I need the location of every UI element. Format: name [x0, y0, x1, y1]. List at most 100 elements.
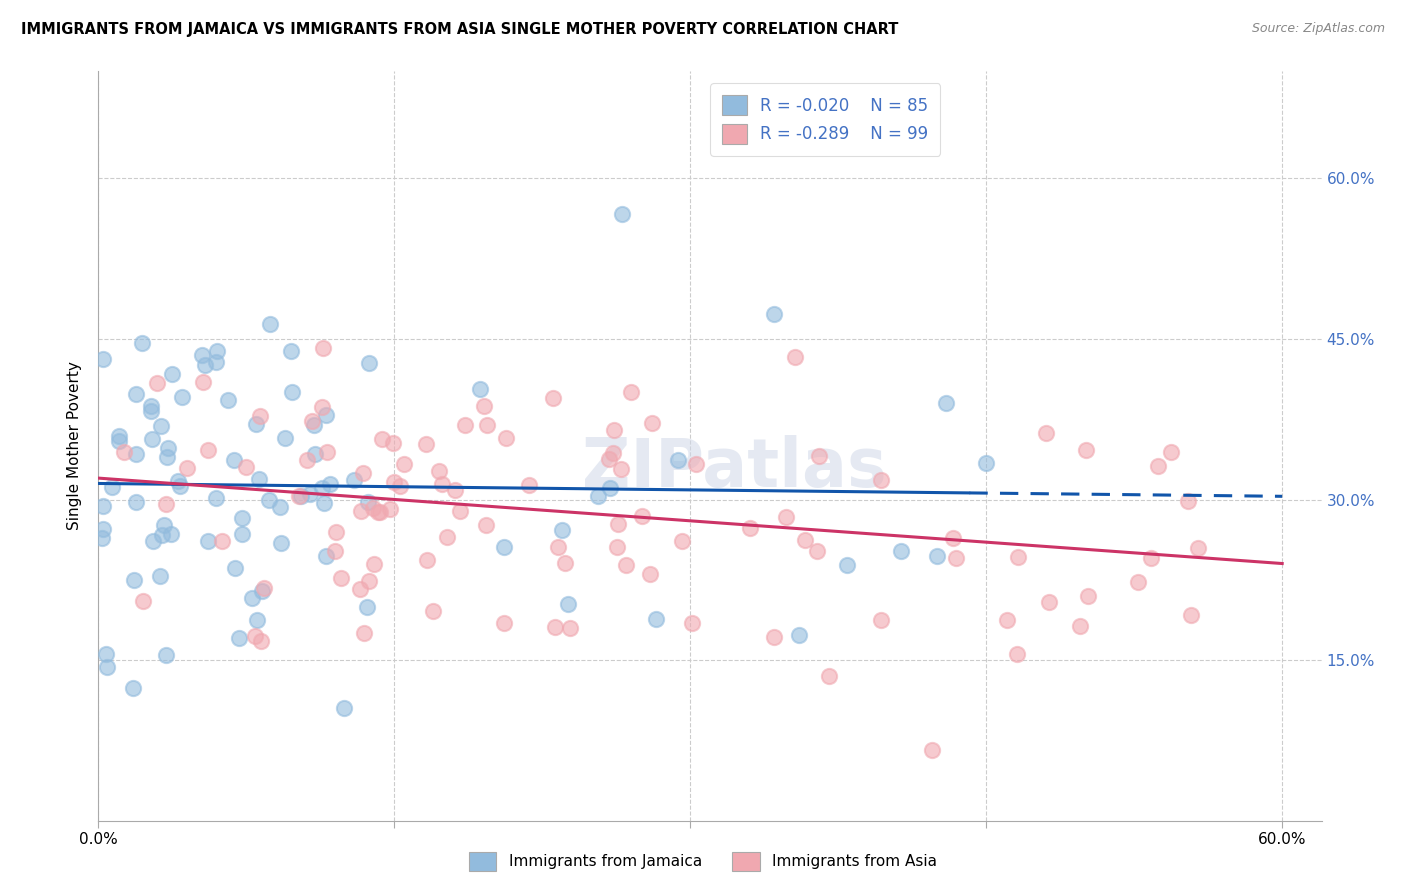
Point — [389, 479, 412, 493]
Point — [640, 416, 662, 430]
Point — [190, 348, 212, 362]
Point — [1180, 608, 1202, 623]
Point — [495, 431, 517, 445]
Point — [443, 483, 465, 497]
Point — [606, 541, 628, 555]
Point — [270, 536, 292, 550]
Point — [91, 522, 114, 536]
Point — [343, 474, 366, 488]
Point — [197, 534, 219, 549]
Point — [475, 518, 498, 533]
Point — [302, 418, 325, 433]
Point — [541, 391, 564, 405]
Point — [288, 489, 311, 503]
Point — [269, 500, 291, 514]
Point — [149, 568, 172, 582]
Point — [1005, 647, 1028, 661]
Point — [314, 496, 336, 510]
Point — [169, 478, 191, 492]
Point — [356, 599, 378, 614]
Point — [494, 540, 516, 554]
Text: IMMIGRANTS FROM JAMAICA VS IMMIGRANTS FROM ASIA SINGLE MOTHER POVERTY CORRELATIO: IMMIGRANTS FROM JAMAICA VS IMMIGRANTS FR… — [21, 22, 898, 37]
Point — [357, 574, 380, 589]
Point — [890, 544, 912, 558]
Point — [762, 631, 785, 645]
Point — [807, 449, 830, 463]
Legend: Immigrants from Jamaica, Immigrants from Asia: Immigrants from Jamaica, Immigrants from… — [460, 843, 946, 880]
Point — [620, 385, 643, 400]
Point — [835, 558, 858, 572]
Point — [870, 473, 893, 487]
Point — [142, 533, 165, 548]
Point — [150, 528, 173, 542]
Point — [430, 477, 453, 491]
Point — [311, 400, 333, 414]
Point — [325, 524, 347, 539]
Point — [517, 478, 540, 492]
Point — [1177, 493, 1199, 508]
Point — [1160, 445, 1182, 459]
Point — [141, 399, 163, 413]
Point — [205, 343, 228, 358]
Point — [817, 668, 839, 682]
Point — [298, 487, 321, 501]
Point — [394, 457, 416, 471]
Point — [250, 584, 273, 599]
Point — [253, 581, 276, 595]
Point — [312, 341, 335, 355]
Point — [558, 621, 581, 635]
Point — [544, 620, 567, 634]
Point — [763, 307, 786, 321]
Point — [945, 551, 967, 566]
Point — [240, 591, 263, 606]
Point — [921, 743, 943, 757]
Point — [259, 317, 281, 331]
Point — [333, 701, 356, 715]
Point — [311, 481, 333, 495]
Point — [357, 356, 380, 370]
Point — [249, 409, 271, 423]
Point — [349, 582, 371, 596]
Point — [806, 544, 828, 558]
Point — [1076, 443, 1098, 458]
Point — [246, 613, 269, 627]
Point — [666, 453, 689, 467]
Point — [997, 614, 1019, 628]
Point — [245, 417, 267, 431]
Point — [297, 453, 319, 467]
Point — [315, 408, 337, 422]
Text: Source: ZipAtlas.com: Source: ZipAtlas.com — [1251, 22, 1385, 36]
Point — [205, 355, 228, 369]
Point — [607, 517, 630, 532]
Point — [132, 593, 155, 607]
Point — [436, 529, 458, 543]
Point — [243, 630, 266, 644]
Point — [315, 549, 337, 563]
Point — [231, 526, 253, 541]
Point — [738, 521, 761, 535]
Point — [775, 510, 797, 524]
Point — [274, 431, 297, 445]
Point — [281, 384, 304, 399]
Legend: R = -0.020    N = 85, R = -0.289    N = 99: R = -0.020 N = 85, R = -0.289 N = 99 — [710, 84, 941, 156]
Point — [194, 358, 217, 372]
Point — [1146, 458, 1168, 473]
Point — [156, 441, 179, 455]
Point — [228, 631, 250, 645]
Point — [363, 558, 385, 572]
Point — [671, 534, 693, 549]
Point — [685, 457, 707, 471]
Point — [645, 612, 668, 626]
Y-axis label: Single Mother Poverty: Single Mother Poverty — [67, 361, 83, 531]
Point — [472, 399, 495, 413]
Point — [121, 681, 143, 696]
Point — [90, 531, 112, 545]
Point — [211, 534, 233, 549]
Point — [235, 459, 257, 474]
Point — [422, 604, 444, 618]
Point — [159, 527, 181, 541]
Point — [1069, 619, 1091, 633]
Point — [125, 447, 148, 461]
Point — [197, 443, 219, 458]
Point — [330, 571, 353, 585]
